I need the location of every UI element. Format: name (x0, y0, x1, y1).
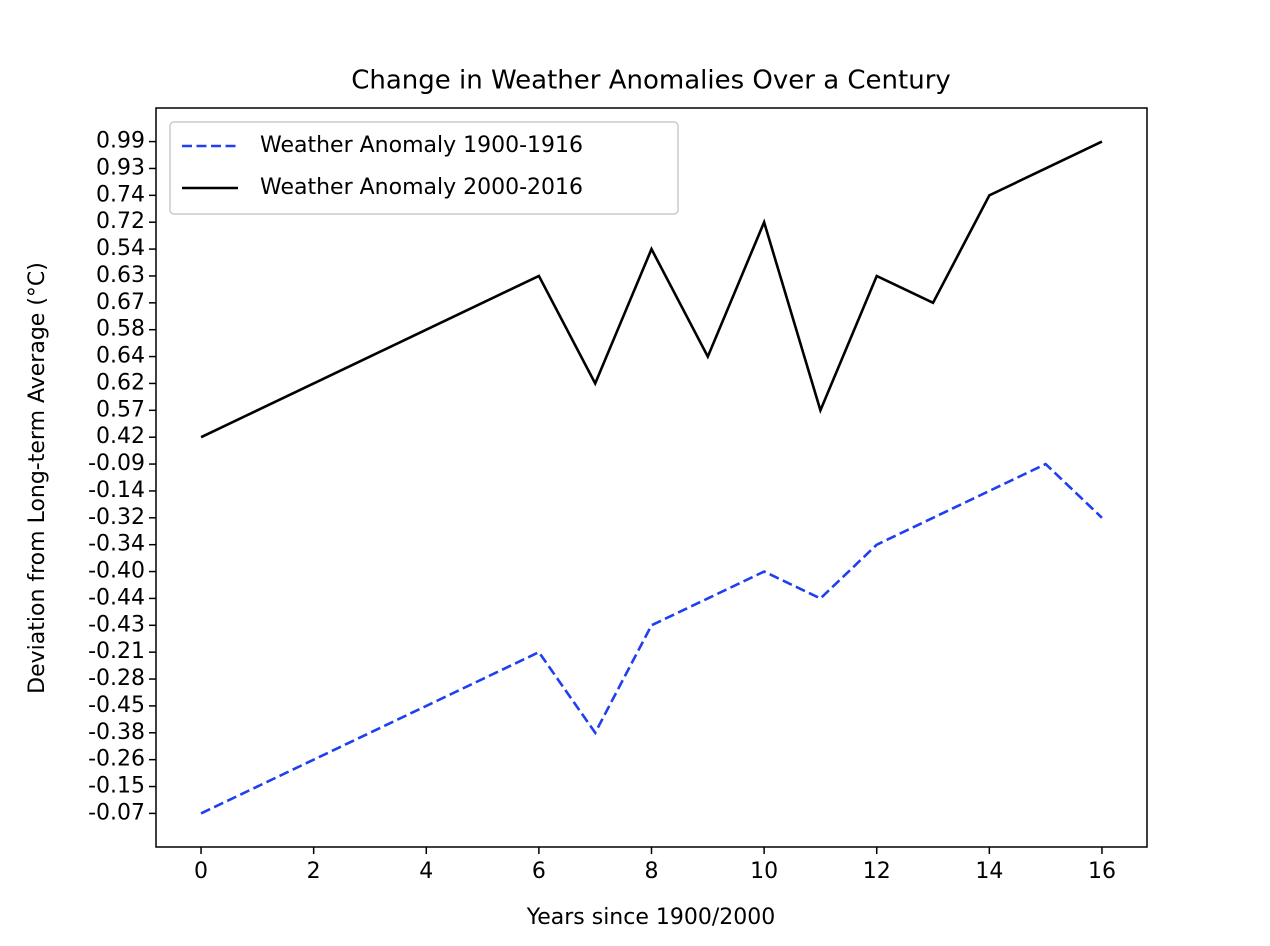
y-tick-label: 0.99 (96, 129, 145, 154)
legend-label: Weather Anomaly 2000-2016 (260, 175, 583, 200)
y-tick-label: -0.43 (88, 612, 145, 637)
y-tick-label: -0.09 (88, 451, 145, 476)
x-tick-label: 10 (750, 859, 778, 884)
y-tick-label: 0.67 (96, 290, 145, 315)
x-tick-label: 6 (532, 859, 546, 884)
series-line (200, 140, 1103, 439)
y-tick-label: -0.26 (88, 747, 145, 772)
y-tick-label: -0.40 (88, 559, 145, 584)
y-tick-label: -0.32 (88, 505, 145, 530)
y-tick-label: -0.15 (88, 774, 145, 799)
y-tick-label: 0.42 (96, 424, 145, 449)
y-tick-label: -0.34 (88, 532, 145, 557)
series-line (200, 462, 1103, 815)
y-tick-label: -0.38 (88, 720, 145, 745)
y-tick-label: 0.72 (96, 209, 145, 234)
y-tick-label: 0.93 (96, 155, 145, 180)
y-axis-label: Deviation from Long-term Average (°C) (25, 262, 50, 694)
x-axis-label: Years since 1900/2000 (526, 905, 776, 930)
x-tick-label: 2 (307, 859, 321, 884)
y-tick-label: 0.58 (96, 317, 145, 342)
y-tick-label: 0.63 (96, 263, 145, 288)
x-tick-label: 12 (863, 859, 891, 884)
x-tick-label: 16 (1088, 859, 1116, 884)
y-tick-label: -0.14 (88, 478, 145, 503)
y-tick-label: 0.74 (96, 182, 145, 207)
x-tick-label: 14 (975, 859, 1003, 884)
x-tick-label: 4 (419, 859, 433, 884)
y-tick-label: -0.44 (88, 585, 145, 610)
legend-box (169, 121, 679, 215)
y-tick-label: 0.64 (96, 344, 145, 369)
y-tick-label: 0.57 (96, 397, 145, 422)
chart-title: Change in Weather Anomalies Over a Centu… (351, 66, 951, 96)
y-tick-label: -0.45 (88, 693, 145, 718)
y-tick-label: -0.21 (88, 639, 145, 664)
y-tick-label: -0.07 (88, 800, 145, 825)
plot-frame (155, 107, 1148, 848)
y-tick-label: 0.62 (96, 370, 145, 395)
x-tick-label: 8 (645, 859, 659, 884)
y-tick-label: -0.28 (88, 666, 145, 691)
x-tick-label: 0 (194, 859, 208, 884)
legend-label: Weather Anomaly 1900-1916 (260, 133, 583, 158)
y-tick-label: 0.54 (96, 236, 145, 261)
